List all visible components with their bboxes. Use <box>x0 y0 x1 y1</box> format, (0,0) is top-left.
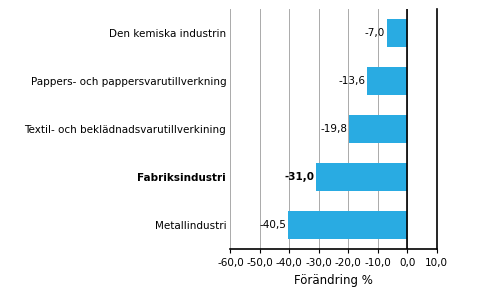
X-axis label: Förändring %: Förändring % <box>294 274 373 286</box>
Bar <box>349 115 408 143</box>
Text: -40,5: -40,5 <box>260 220 287 230</box>
Text: -19,8: -19,8 <box>321 124 348 134</box>
Text: -13,6: -13,6 <box>339 76 366 86</box>
Bar <box>387 19 408 47</box>
Bar <box>288 211 408 239</box>
Bar <box>316 163 408 191</box>
Text: -31,0: -31,0 <box>285 172 314 182</box>
Text: -7,0: -7,0 <box>365 28 385 38</box>
Bar <box>367 67 408 95</box>
